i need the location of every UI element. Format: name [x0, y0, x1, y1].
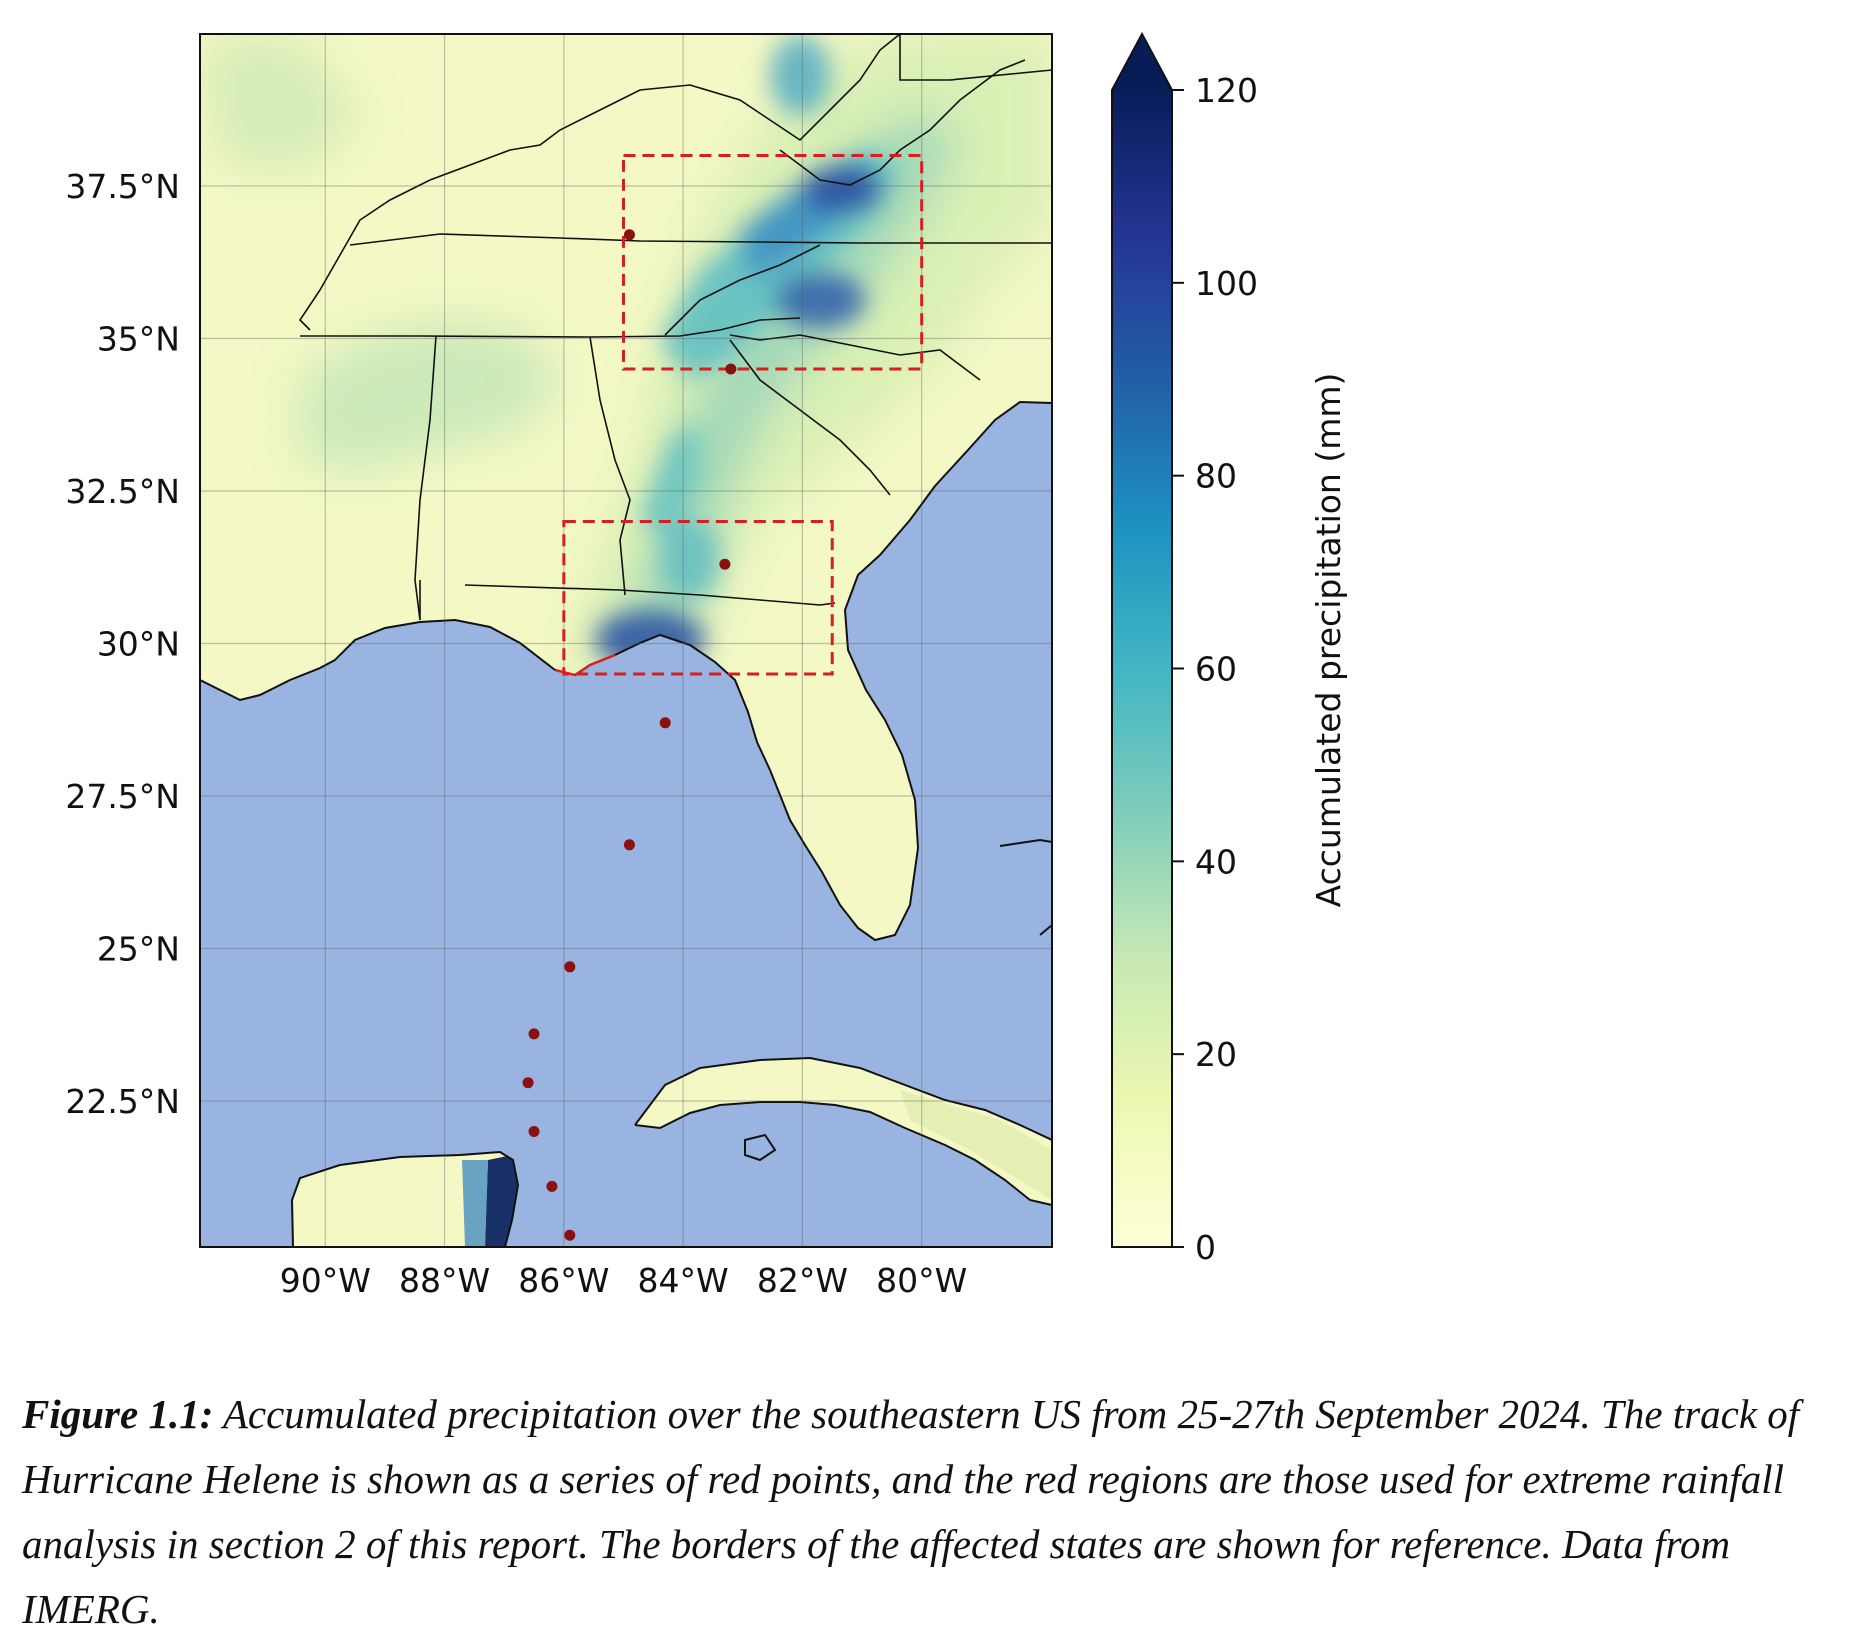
track-point [719, 558, 731, 570]
hurricane-track [522, 229, 737, 1241]
y-tick-label: 27.5°N [65, 777, 180, 816]
track-point [623, 839, 635, 851]
precipitation-map-figure: 90°W 88°W 86°W 84°W 82°W 80°W 37.5°N 35°N 32.5°… [65, 31, 1348, 1300]
x-axis: 90°W 88°W 86°W 84°W 82°W 80°W [280, 1261, 968, 1300]
colorbar-ticks: 0 20 40 60 80 100 120 [1172, 71, 1258, 1267]
track-point [528, 1028, 540, 1040]
gulf-ocean-mask [200, 402, 1052, 1247]
x-tick-label: 80°W [876, 1261, 967, 1300]
caption-text: Accumulated precipitation over the south… [22, 1391, 1800, 1632]
y-tick-label: 35°N [97, 320, 180, 359]
x-tick-label: 84°W [638, 1261, 729, 1300]
analysis-region-2 [562, 520, 834, 676]
colorbar-tick-label: 0 [1195, 1228, 1216, 1267]
figure-caption: Figure 1.1: Accumulated precipitation ov… [22, 1382, 1862, 1642]
y-tick-label: 32.5°N [65, 472, 180, 511]
colorbar-tick-label: 80 [1195, 457, 1237, 496]
x-tick-label: 88°W [399, 1261, 490, 1300]
colorbar-gradient [1112, 90, 1172, 1247]
figure-label: Figure 1.1: [22, 1391, 214, 1437]
analysis-region-1 [621, 154, 924, 371]
colorbar: 0 20 40 60 80 100 120 Accumulated precipitatio… [1111, 31, 1348, 1267]
grid-lines [200, 34, 1052, 1247]
map-panel [200, 34, 1052, 1247]
analysis-regions [562, 154, 924, 676]
map-frame [199, 33, 1053, 1248]
colorbar-tick-label: 120 [1195, 71, 1258, 110]
track-point [623, 229, 635, 241]
y-tick-label: 22.5°N [65, 1082, 180, 1121]
colorbar-tick-label: 20 [1195, 1035, 1237, 1074]
x-tick-label: 86°W [518, 1261, 609, 1300]
colorbar-tick-label: 60 [1195, 650, 1237, 689]
x-tick-label: 82°W [757, 1261, 848, 1300]
colorbar-extend-triangle [1112, 34, 1172, 90]
x-tick-label: 90°W [280, 1261, 371, 1300]
track-point [564, 961, 576, 973]
yucatan-landmass [292, 1152, 518, 1247]
track-point [564, 1229, 576, 1241]
precipitation-field [200, 34, 1052, 1247]
track-point [659, 717, 671, 729]
y-tick-label: 25°N [97, 930, 180, 969]
cuba-landmass [635, 1058, 1052, 1205]
track-point [528, 1126, 540, 1137]
colorbar-outline [1111, 31, 1173, 1248]
state-borders [298, 34, 1052, 621]
track-point [522, 1077, 534, 1089]
y-tick-label: 37.5°N [65, 167, 180, 206]
colorbar-tick-label: 100 [1195, 264, 1258, 303]
y-axis: 37.5°N 35°N 32.5°N 30°N 27.5°N 25°N 22.5°N [65, 167, 180, 1121]
colorbar-label: Accumulated precipitation (mm) [1309, 373, 1348, 908]
colorbar-tick-label: 40 [1195, 842, 1237, 881]
track-point [546, 1180, 558, 1192]
track-point [725, 363, 737, 375]
y-tick-label: 30°N [97, 625, 180, 664]
